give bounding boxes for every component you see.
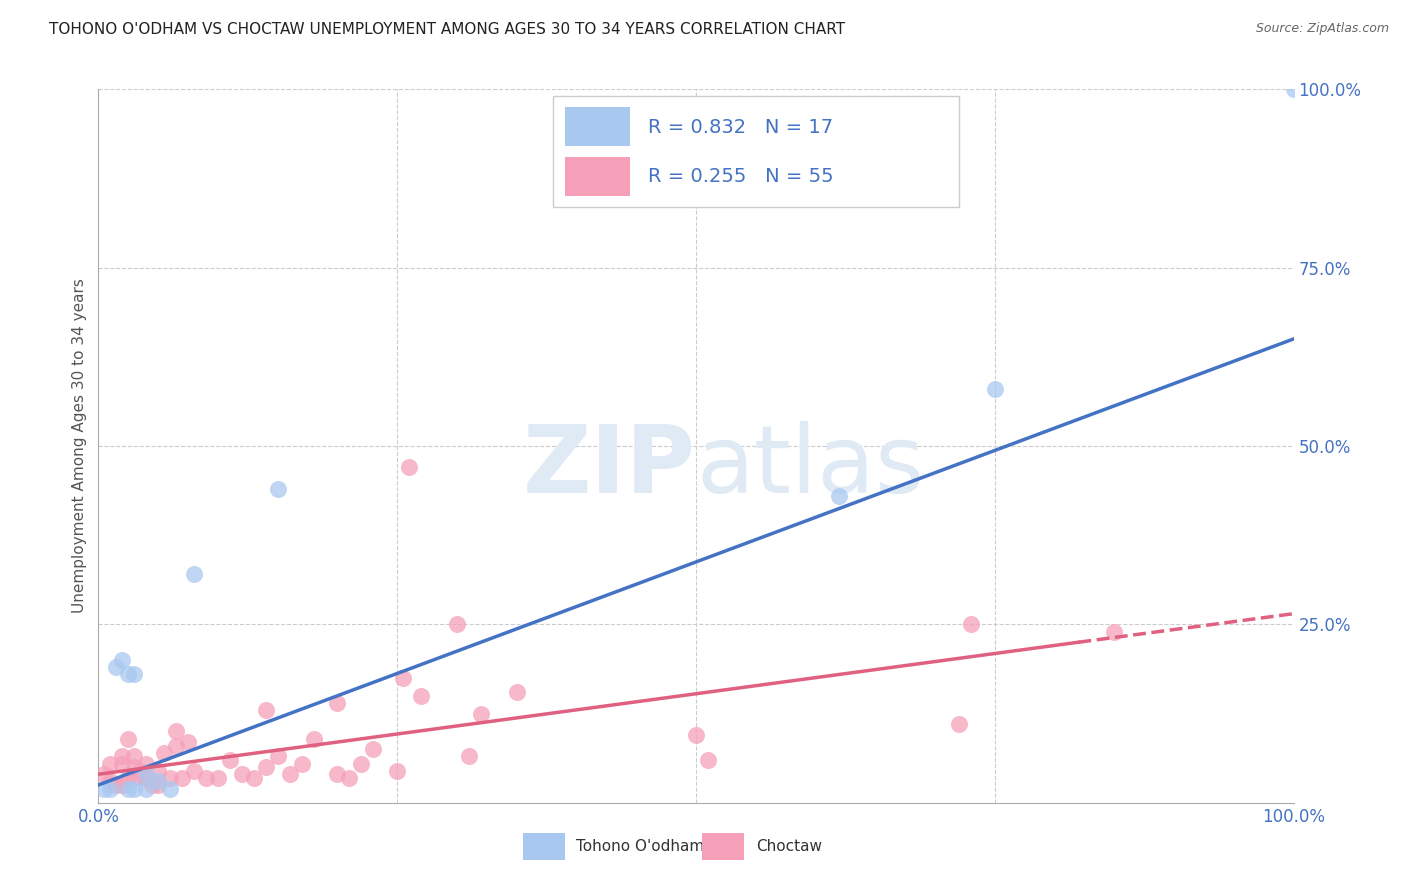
Point xyxy=(392,671,415,685)
FancyBboxPatch shape xyxy=(565,107,630,146)
Point xyxy=(339,771,361,785)
Point xyxy=(93,781,115,796)
Point xyxy=(1104,624,1126,639)
Point xyxy=(159,771,181,785)
FancyBboxPatch shape xyxy=(553,96,959,207)
Point xyxy=(267,482,290,496)
Point xyxy=(135,781,157,796)
Point xyxy=(124,781,146,796)
Point xyxy=(960,617,983,632)
Point xyxy=(153,746,176,760)
Text: R = 0.832   N = 17: R = 0.832 N = 17 xyxy=(648,118,834,136)
Point xyxy=(124,749,146,764)
Point xyxy=(165,739,187,753)
Point xyxy=(124,760,146,774)
Y-axis label: Unemployment Among Ages 30 to 34 years: Unemployment Among Ages 30 to 34 years xyxy=(72,278,87,614)
Point xyxy=(98,781,122,796)
Point xyxy=(984,382,1007,396)
FancyBboxPatch shape xyxy=(523,833,565,860)
Point xyxy=(385,764,409,778)
Text: Choctaw: Choctaw xyxy=(756,838,821,854)
Point xyxy=(470,706,492,721)
Point xyxy=(148,778,170,792)
Text: Tohono O'odham: Tohono O'odham xyxy=(576,838,704,854)
Point xyxy=(159,781,181,796)
Point xyxy=(506,685,529,699)
Point xyxy=(458,749,481,764)
Point xyxy=(183,567,205,582)
Text: atlas: atlas xyxy=(696,421,924,514)
Point xyxy=(117,731,139,746)
Point xyxy=(111,756,134,771)
Point xyxy=(117,781,139,796)
Text: TOHONO O'ODHAM VS CHOCTAW UNEMPLOYMENT AMONG AGES 30 TO 34 YEARS CORRELATION CHA: TOHONO O'ODHAM VS CHOCTAW UNEMPLOYMENT A… xyxy=(49,22,845,37)
Point xyxy=(828,489,851,503)
Point xyxy=(411,689,433,703)
Point xyxy=(291,756,314,771)
Point xyxy=(363,742,385,756)
Point xyxy=(267,749,290,764)
Point xyxy=(697,753,720,767)
Point xyxy=(117,771,139,785)
Point xyxy=(93,767,115,781)
Point xyxy=(165,724,187,739)
Point xyxy=(105,660,128,674)
Point xyxy=(948,717,970,731)
Point xyxy=(219,753,242,767)
Point xyxy=(135,771,157,785)
Point xyxy=(183,764,205,778)
Point xyxy=(111,778,134,792)
Point xyxy=(98,756,122,771)
Point xyxy=(124,771,146,785)
Point xyxy=(398,460,420,475)
Point xyxy=(141,778,163,792)
Point xyxy=(278,767,301,781)
Point xyxy=(172,771,194,785)
Point xyxy=(207,771,229,785)
Point xyxy=(302,731,325,746)
Point xyxy=(105,778,128,792)
Point xyxy=(129,764,152,778)
Point xyxy=(111,653,134,667)
Point xyxy=(350,756,373,771)
Point xyxy=(117,667,139,681)
Point xyxy=(111,749,134,764)
Point xyxy=(231,767,253,781)
Point xyxy=(195,771,218,785)
Point xyxy=(326,767,349,781)
Point xyxy=(98,774,122,789)
Text: R = 0.255   N = 55: R = 0.255 N = 55 xyxy=(648,168,834,186)
Point xyxy=(135,767,157,781)
Point xyxy=(254,760,277,774)
FancyBboxPatch shape xyxy=(702,833,744,860)
Text: Source: ZipAtlas.com: Source: ZipAtlas.com xyxy=(1256,22,1389,36)
FancyBboxPatch shape xyxy=(565,157,630,196)
Point xyxy=(148,774,170,789)
Point xyxy=(446,617,468,632)
Point xyxy=(243,771,266,785)
Point xyxy=(326,696,349,710)
Point xyxy=(254,703,277,717)
Point xyxy=(148,764,170,778)
Text: ZIP: ZIP xyxy=(523,421,696,514)
Point xyxy=(1282,82,1305,96)
Point xyxy=(135,756,157,771)
Point xyxy=(685,728,707,742)
Point xyxy=(135,771,157,785)
Point xyxy=(124,667,146,681)
Point xyxy=(177,735,200,749)
